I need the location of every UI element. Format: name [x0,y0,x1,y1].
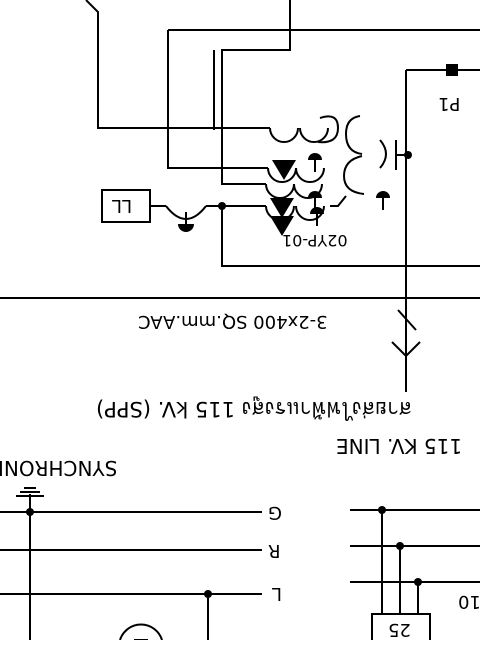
junction-dot [396,542,404,550]
terminal-square [446,64,458,76]
synchroni-label: SYNCHRONI [0,456,118,480]
ground-mark [308,191,322,198]
top-conductors [85,0,480,185]
ll-branch [150,205,266,224]
junction-dot [404,151,412,159]
edge-label: 10 [458,591,480,612]
cable-label: 3-2x400 SQ.mm.AAC [138,311,328,332]
polarity-triangle [270,198,294,218]
phase-r-label: R [268,540,281,561]
kv-line-label: 115 KV. LINE [336,434,463,458]
junction-dot [204,590,212,598]
ground-mark [376,191,390,198]
ground-semicircle [178,224,194,232]
ground-mark [308,153,322,160]
phase-g-label: G [268,502,282,523]
polarity-triangle [270,216,294,236]
three-phase-bus [0,487,480,640]
junction-dot [414,578,422,586]
p1-label: P1 [438,93,461,114]
meter-circle [119,623,163,641]
junction-dot [378,506,386,514]
transformer-label: 02YP-01 [282,231,348,250]
junction-dot [26,508,34,516]
pt-capacitor [330,115,408,207]
ll-box [101,189,151,223]
thai-line-label: สายส่งไฟฟ้าแรงสูง 115 kV. (SPP) [96,397,412,421]
ll-label: LL [112,195,133,216]
feeders [0,69,480,392]
ground-mark [310,207,324,214]
polarity-triangle [272,160,296,180]
junction-dot [218,202,226,210]
box-25-label: 25 [388,619,411,640]
phase-l-label: L [272,583,283,604]
